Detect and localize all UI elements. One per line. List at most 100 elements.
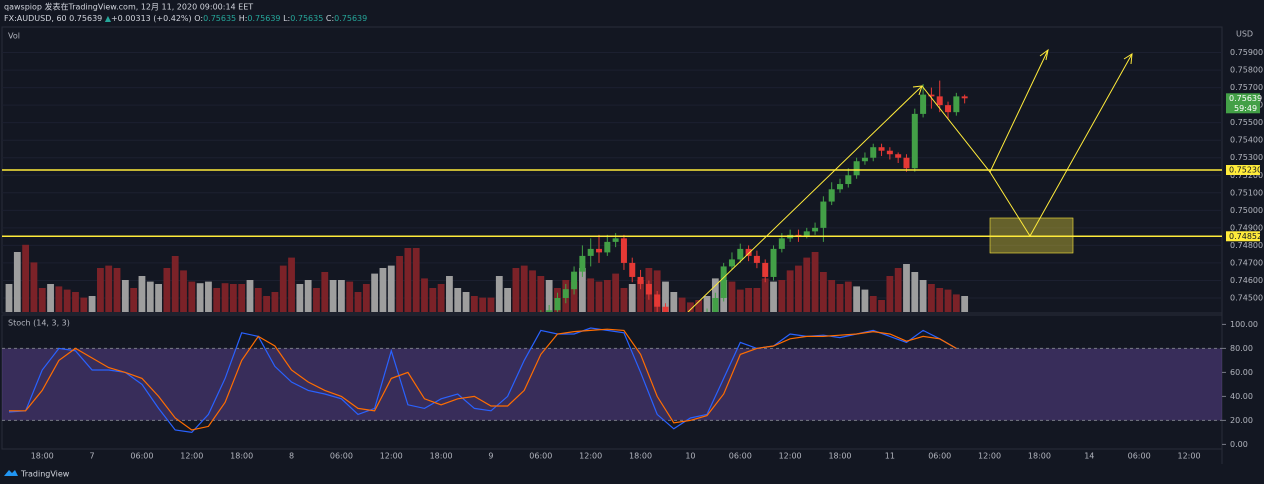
volume-bar [205,281,212,312]
y-tick-label: 0.75900 [1230,48,1263,57]
volume-bar [38,288,46,312]
logo [4,470,18,476]
symbol: FX:AUDUSD, 60 [4,14,67,23]
volume-bar [587,278,595,312]
candle-body [728,259,735,267]
candle-body [546,310,553,312]
y-tick-label: 0.74900 [1230,223,1263,232]
y-tick-label: 60.00 [1230,368,1253,377]
volume-bar [728,281,736,312]
candle-body [770,248,777,277]
volume-bar [238,284,246,312]
stoch-line [8,327,957,434]
volume-bar [545,280,553,312]
candle-body [587,248,594,256]
volume-bar [171,256,179,312]
volume-bar [828,280,836,312]
candle-body [928,94,935,97]
candle-body [861,157,868,162]
volume-bar [346,281,354,312]
candle-body [629,262,636,277]
volume-bar [454,288,462,312]
ohlc-label: C: [326,14,334,23]
y-tick-label: 0.74600 [1230,276,1263,285]
volume-bar [637,280,644,312]
x-tick-label: 06:00 [330,452,353,461]
volume-bar [886,276,894,312]
volume-bar [869,296,877,312]
candle-body [812,227,819,232]
volume-bar [321,272,329,312]
volume-bar [396,256,403,312]
candle-body [920,94,927,114]
volume-bar [97,268,104,312]
volume-bar [421,278,428,312]
y-tick-label: 0.74500 [1230,293,1263,302]
header-symbol: FX:AUDUSD, 60 0.75639 ▲+0.00313 (+0.42%)… [4,14,367,23]
volume-bar [88,296,96,312]
candle-body [662,306,669,312]
volume-bar [919,280,927,312]
candle-body [895,154,902,158]
volume-bar [928,284,935,312]
volume-bar [338,280,345,312]
candle-body [878,147,885,151]
volume-bar [271,292,279,312]
currency-label: USD [1236,30,1253,39]
volume-bar [246,280,254,312]
candle-body [596,248,603,253]
volume-bar [736,289,744,312]
x-tick-label: 7 [90,452,95,461]
volume-bar [612,273,620,312]
arrow: ▲ [105,14,112,23]
volume-bar [894,268,902,312]
x-tick-label: 8 [289,452,294,461]
volume-bar [487,297,495,312]
volume-bar [296,284,304,312]
y-tick-label: 40.00 [1230,392,1253,401]
candle-body [720,266,727,298]
y-tick-label: 80.00 [1230,344,1253,353]
y-tick-label: 0.74700 [1230,258,1263,267]
volume-bar [113,268,121,312]
volume-bar [628,284,636,312]
volume-bar [753,288,761,312]
arrow-head [912,85,923,96]
x-tick-label: 12:00 [180,452,203,461]
level-tag [1226,231,1260,242]
candle-body [911,113,918,169]
volume-bar [5,284,13,312]
stoch-line [9,328,957,431]
volume-bar [379,268,387,312]
volume-bar [47,284,54,312]
volume-bar [695,300,703,312]
change: +0.00313 (+0.42%) [111,14,192,23]
y-tick-label: 0.75400 [1230,136,1263,145]
volume-bar [387,265,395,312]
x-tick-label: 9 [488,452,493,461]
volume-bar [221,283,229,312]
ohlc-value: 0.75635 [203,14,236,23]
candle-body [936,96,943,106]
ohlc-label: H: [239,14,248,23]
candle-body [853,161,860,176]
volume-bar [404,248,412,312]
x-tick-label: 18:00 [629,452,652,461]
volume-bar [313,288,320,312]
level-tag [1226,165,1260,175]
volume-bar [63,289,71,312]
volume-bar [878,300,885,312]
volume-bar [138,276,146,312]
x-tick-label: 12:00 [978,452,1001,461]
volume-bar [163,268,171,312]
volume-bar [770,281,777,312]
volume-bar [105,265,113,312]
y-tick-label: 0.75100 [1230,188,1263,197]
volume-bar [903,264,910,312]
volume-bar [362,284,370,312]
volume-bar [188,281,196,312]
volume-bar [595,281,603,312]
x-tick-label: 12:00 [579,452,602,461]
x-tick-label: 12:00 [380,452,403,461]
volume-bar [213,288,221,312]
